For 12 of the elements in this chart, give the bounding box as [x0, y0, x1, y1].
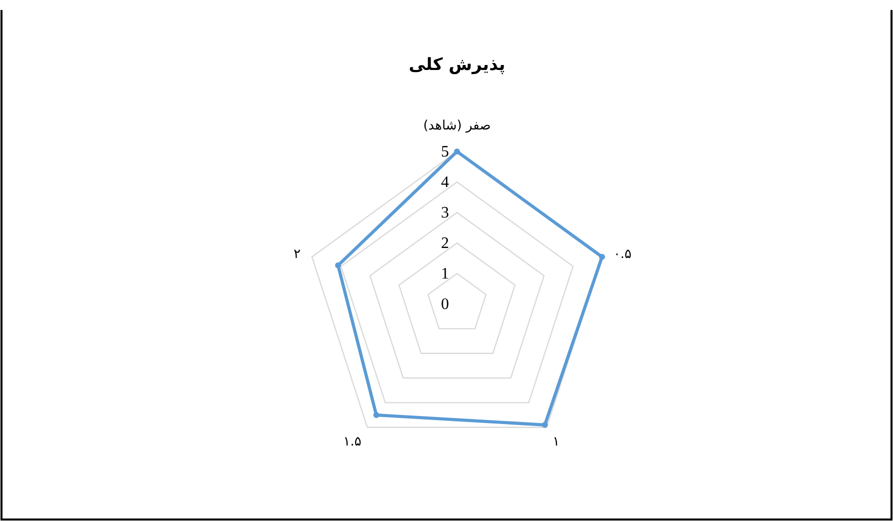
- chart-title: پذیرش کلی: [408, 55, 506, 75]
- spoke-label: ۱.۵: [343, 434, 362, 450]
- y-tick-label: 0: [441, 296, 449, 313]
- y-tick-label: 1: [441, 266, 449, 282]
- spoke-label: ۰.۵: [613, 247, 632, 262]
- y-tick-label: 2: [441, 235, 449, 252]
- y-tick-label: 3: [441, 204, 449, 222]
- spoke-label: ۱: [552, 434, 560, 450]
- spoke-label: ۲: [294, 247, 301, 262]
- spoke-label: صفر (شاهد): [423, 118, 491, 134]
- y-tick-label: 4: [441, 174, 449, 191]
- y-tick-label: 5: [441, 144, 449, 160]
